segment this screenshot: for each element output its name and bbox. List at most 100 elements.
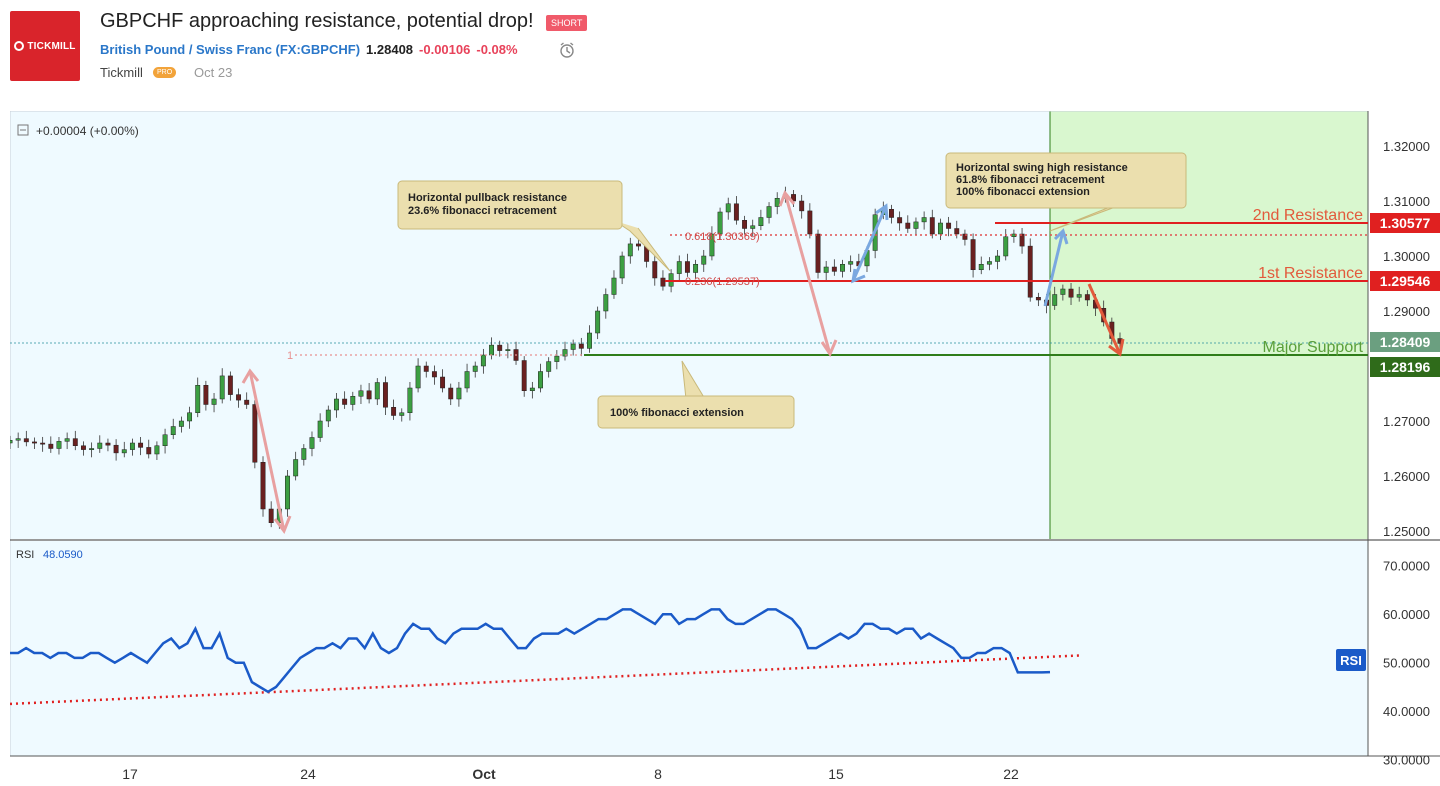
candle-body-0 bbox=[7, 440, 13, 444]
price-axis-ticks: 1.32000 1.31000 1.30000 1.29000 1.27000 1.260… bbox=[1383, 139, 1430, 539]
rise-arrow-1 bbox=[851, 205, 888, 282]
tickmill-mark-icon bbox=[14, 41, 25, 51]
candle-body-101 bbox=[831, 266, 837, 272]
rsi-axis-ticks: 70.0000 60.0000 50.0000 40.0000 30.0000 bbox=[1383, 559, 1430, 768]
candle-body-15 bbox=[129, 442, 135, 450]
price-tick-4: 1.27000 bbox=[1383, 414, 1430, 429]
candle-body-99 bbox=[815, 233, 821, 273]
logo-text: TICKMILL bbox=[27, 40, 76, 52]
candle-body-69 bbox=[570, 343, 576, 350]
pro-badge: PRO bbox=[153, 67, 177, 78]
candle-body-112 bbox=[921, 217, 927, 223]
rsi-tick-3: 40.0000 bbox=[1383, 704, 1430, 719]
candle-body-89 bbox=[733, 203, 739, 221]
pullback-note-line-1: Horizontal pullback resistance bbox=[408, 192, 567, 204]
resistance-2-price-tag bbox=[1370, 213, 1440, 233]
drop-arrow-1 bbox=[248, 370, 286, 532]
candle-body-73 bbox=[603, 294, 609, 312]
drop-arrow-2-head-bottom bbox=[820, 339, 838, 358]
chart-svg[interactable]: 1.32000 1.31000 1.30000 1.29000 1.27000 1.260… bbox=[7, 110, 1440, 782]
candle-body-43 bbox=[358, 390, 364, 397]
rsi-line bbox=[10, 608, 1051, 694]
candle-body-41 bbox=[342, 398, 348, 405]
candle-body-39 bbox=[325, 409, 331, 422]
fib-1-label: 1 bbox=[287, 350, 293, 362]
candle-body-132 bbox=[1084, 294, 1090, 301]
pullback-note[interactable] bbox=[397, 180, 623, 230]
fib-618-label: 0.618(1.30369) bbox=[685, 231, 760, 243]
candle-body-98 bbox=[807, 210, 813, 235]
chart-container[interactable]: 1.32000 1.31000 1.30000 1.29000 1.27000 1.260… bbox=[7, 110, 1440, 782]
x-tick-5: 22 bbox=[1003, 766, 1019, 781]
candle-body-121 bbox=[995, 255, 1001, 262]
short-badge: SHORT bbox=[546, 15, 588, 31]
rsi-title: RSI bbox=[16, 549, 34, 561]
publish-date: Oct 23 bbox=[194, 65, 233, 80]
candle-body-81 bbox=[668, 273, 674, 287]
candle-body-85 bbox=[701, 255, 707, 265]
candle-body-7 bbox=[64, 438, 70, 442]
rsi-value: 48.0590 bbox=[43, 549, 83, 561]
price-change-label: +0.00004 (+0.00%) bbox=[36, 124, 139, 138]
candle-body-17 bbox=[146, 447, 152, 455]
x-tick-1: 24 bbox=[300, 766, 316, 781]
candle-body-117 bbox=[962, 233, 968, 240]
candle-body-70 bbox=[578, 343, 584, 349]
candle-body-23 bbox=[195, 385, 201, 413]
x-tick-2: Oct bbox=[472, 766, 496, 781]
candle-body-102 bbox=[840, 264, 845, 272]
candle-body-30 bbox=[252, 404, 258, 463]
candle-body-26 bbox=[219, 375, 225, 400]
drop-arrow-2-head-top bbox=[778, 190, 796, 207]
candle-body-124 bbox=[1019, 233, 1025, 247]
candle-body-1 bbox=[15, 438, 21, 441]
candle-body-91 bbox=[750, 225, 756, 229]
symbol-name[interactable]: British Pound / Swiss Franc (FX:GBPCHF) bbox=[100, 42, 361, 57]
candle-body-2 bbox=[23, 438, 29, 443]
resistance-1-price-tag bbox=[1370, 271, 1440, 291]
candle-body-68 bbox=[562, 349, 568, 357]
candle-body-60 bbox=[497, 344, 503, 351]
rise-arrow-2-head bbox=[1053, 228, 1069, 245]
idea-title: GBPCHF approaching resistance, potential… bbox=[100, 10, 534, 32]
candle-body-37 bbox=[309, 437, 315, 449]
candle-body-50 bbox=[415, 365, 421, 389]
candle-body-47 bbox=[391, 407, 397, 416]
candle-body-103 bbox=[848, 261, 854, 265]
current-price: 1.28409 bbox=[1380, 334, 1431, 350]
forecast-drop-arrow-head bbox=[1108, 338, 1125, 357]
candle-body-109 bbox=[897, 217, 903, 224]
candle-body-116 bbox=[954, 228, 960, 235]
candle-body-13 bbox=[113, 444, 119, 454]
pullback-note-line-2: 23.6% fibonacci retracement bbox=[408, 205, 557, 217]
candle-body-53 bbox=[440, 376, 446, 389]
author-name[interactable]: Tickmill bbox=[100, 65, 143, 80]
collapse-icon[interactable] bbox=[17, 124, 29, 136]
candle-body-111 bbox=[913, 221, 919, 229]
symbol-price: 1.28408 bbox=[366, 42, 414, 57]
candle-body-49 bbox=[407, 387, 413, 413]
candle-body-75 bbox=[619, 255, 625, 279]
candle-body-21 bbox=[178, 420, 184, 427]
alarm-clock-icon[interactable] bbox=[558, 41, 576, 59]
candle-body-80 bbox=[660, 277, 666, 287]
extension-note[interactable] bbox=[597, 395, 795, 429]
tickmill-logo[interactable]: TICKMILL bbox=[10, 11, 80, 81]
candle-body-90 bbox=[742, 220, 748, 229]
candle-body-66 bbox=[546, 361, 552, 372]
swing-high-note[interactable] bbox=[945, 152, 1187, 209]
rsi-tick-4: 30.0000 bbox=[1383, 753, 1430, 768]
candle-body-46 bbox=[382, 382, 388, 408]
candle-body-51 bbox=[423, 365, 429, 372]
candle-body-119 bbox=[978, 264, 984, 270]
symbol-change: -0.00106 bbox=[419, 42, 471, 57]
candle-body-76 bbox=[627, 243, 633, 257]
analysis-arrows bbox=[241, 190, 1125, 535]
candle-body-9 bbox=[81, 445, 86, 450]
rsi-pane-bg bbox=[10, 541, 1368, 756]
candle-body-97 bbox=[799, 200, 805, 212]
candle-body-32 bbox=[268, 508, 274, 523]
candle-body-19 bbox=[162, 434, 168, 446]
candle-body-48 bbox=[399, 412, 405, 416]
resistance-2-price: 1.30577 bbox=[1380, 215, 1431, 231]
